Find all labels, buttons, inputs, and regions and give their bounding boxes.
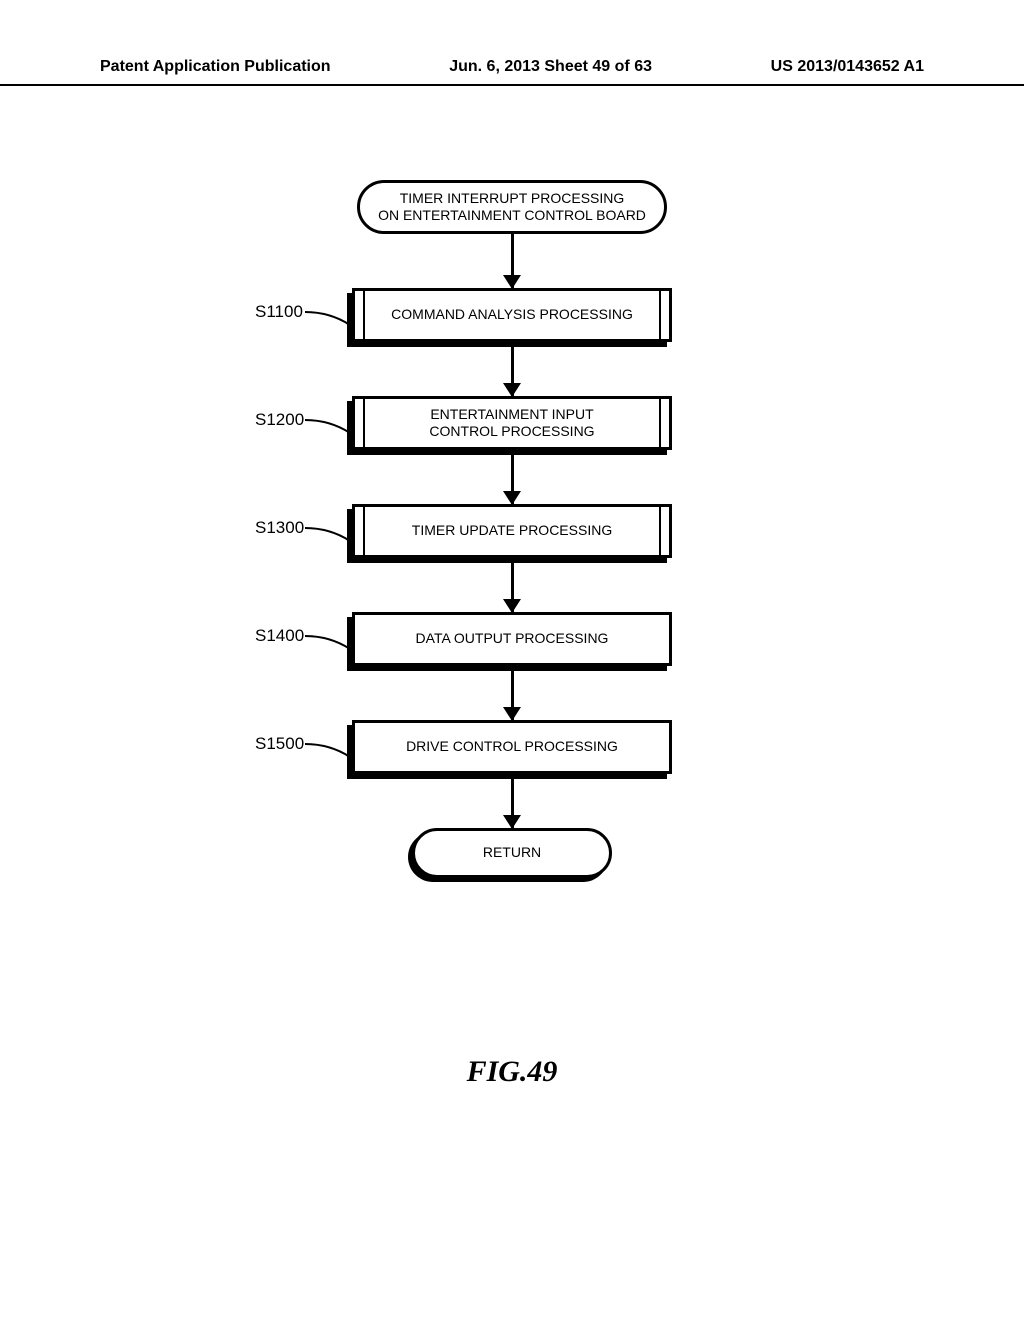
step-label: S1400 (255, 626, 304, 646)
process-wrap: ENTERTAINMENT INPUT CONTROL PROCESSING (352, 396, 672, 450)
header-right: US 2013/0143652 A1 (771, 58, 924, 76)
process-text: DATA OUTPUT PROCESSING (416, 630, 609, 648)
terminator-start: TIMER INTERRUPT PROCESSING ON ENTERTAINM… (357, 180, 667, 234)
figure-caption: FIG.49 (0, 1055, 1024, 1089)
process-box: COMMAND ANALYSIS PROCESSING (352, 288, 672, 342)
arrow (511, 342, 514, 396)
process-text: DRIVE CONTROL PROCESSING (406, 738, 618, 756)
arrow (511, 558, 514, 612)
process-box: ENTERTAINMENT INPUT CONTROL PROCESSING (352, 396, 672, 450)
terminator-end-wrap: RETURN (412, 828, 612, 878)
process-text: TIMER UPDATE PROCESSING (412, 522, 612, 540)
process-wrap: COMMAND ANALYSIS PROCESSING (352, 288, 672, 342)
arrow (511, 666, 514, 720)
step-label: S1100 (255, 302, 303, 322)
header-left: Patent Application Publication (100, 58, 331, 76)
terminator-end: RETURN (412, 828, 612, 878)
terminator-end-text: RETURN (483, 844, 541, 862)
arrow (511, 774, 514, 828)
process-box: DRIVE CONTROL PROCESSING (352, 720, 672, 774)
step-label: S1500 (255, 734, 304, 754)
process-wrap: TIMER UPDATE PROCESSING (352, 504, 672, 558)
step-label: S1300 (255, 518, 304, 538)
process-text: ENTERTAINMENT INPUT CONTROL PROCESSING (429, 406, 594, 441)
arrow (511, 234, 514, 288)
process-wrap: DATA OUTPUT PROCESSING (352, 612, 672, 666)
process-text: COMMAND ANALYSIS PROCESSING (391, 306, 633, 324)
terminator-start-text: TIMER INTERRUPT PROCESSING ON ENTERTAINM… (378, 190, 646, 225)
step-label: S1200 (255, 410, 304, 430)
header-center: Jun. 6, 2013 Sheet 49 of 63 (449, 58, 652, 76)
flowchart: TIMER INTERRUPT PROCESSING ON ENTERTAINM… (0, 180, 1024, 878)
process-box: TIMER UPDATE PROCESSING (352, 504, 672, 558)
process-wrap: DRIVE CONTROL PROCESSING (352, 720, 672, 774)
process-box: DATA OUTPUT PROCESSING (352, 612, 672, 666)
page-header: Patent Application Publication Jun. 6, 2… (0, 58, 1024, 86)
arrow (511, 450, 514, 504)
